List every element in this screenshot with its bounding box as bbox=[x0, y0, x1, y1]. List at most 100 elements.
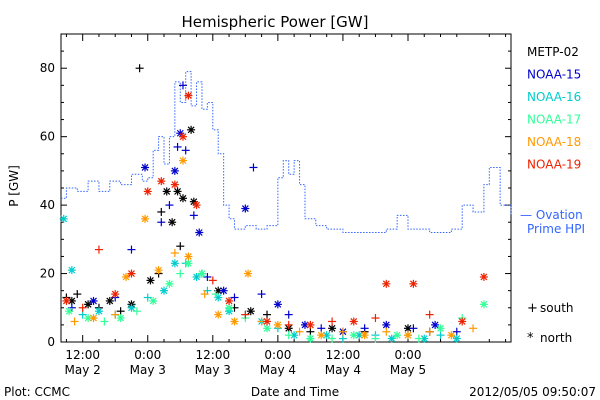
y-axis-label: P [GW] bbox=[7, 165, 21, 207]
marker-d2 bbox=[176, 129, 184, 137]
south-marker bbox=[317, 324, 326, 333]
north-marker bbox=[479, 272, 488, 281]
south-marker bbox=[94, 245, 103, 254]
marker-d2 bbox=[90, 314, 97, 322]
marker-d2 bbox=[225, 297, 233, 305]
marker-d2 bbox=[480, 300, 488, 308]
north-marker bbox=[62, 296, 71, 305]
marker-d2 bbox=[60, 215, 68, 223]
north-marker bbox=[479, 300, 488, 309]
marker-d2 bbox=[447, 331, 455, 339]
x-tick-label-time: 12:00 bbox=[65, 348, 100, 362]
legend-item: NOAA-17 bbox=[527, 113, 581, 127]
marker-d2 bbox=[328, 324, 336, 332]
south-marker bbox=[230, 293, 239, 302]
south-marker bbox=[414, 334, 423, 343]
south-marker bbox=[178, 81, 187, 90]
south-marker bbox=[73, 290, 82, 299]
x-tick-label-date: May 4 bbox=[325, 363, 361, 377]
north-marker bbox=[225, 296, 234, 305]
south-marker bbox=[176, 269, 185, 278]
x-axis-label: Date and Time bbox=[251, 385, 339, 399]
south-marker bbox=[157, 218, 166, 227]
marker-d2 bbox=[160, 287, 168, 295]
north-marker bbox=[382, 279, 391, 288]
north-marker bbox=[187, 125, 196, 134]
marker-d2 bbox=[214, 287, 222, 295]
south-marker bbox=[78, 303, 87, 312]
north-marker bbox=[322, 331, 331, 340]
south-marker bbox=[371, 314, 380, 323]
marker-d2 bbox=[480, 273, 488, 281]
marker-d2 bbox=[317, 331, 325, 339]
north-marker bbox=[162, 187, 171, 196]
marker-d2 bbox=[184, 259, 192, 267]
north-marker bbox=[263, 317, 272, 326]
marker-d2 bbox=[214, 311, 222, 319]
marker-d2 bbox=[437, 324, 444, 332]
marker-d2 bbox=[166, 280, 173, 288]
north-marker bbox=[184, 259, 193, 268]
south-marker bbox=[181, 146, 190, 155]
marker-d2 bbox=[179, 157, 187, 165]
south-marker bbox=[295, 327, 304, 336]
marker-d2 bbox=[163, 187, 171, 195]
north-marker bbox=[65, 307, 74, 316]
marker-d2 bbox=[168, 218, 176, 226]
north-marker bbox=[111, 290, 120, 299]
legend-item: NOAA-18 bbox=[527, 135, 581, 149]
marker-d2 bbox=[393, 331, 401, 339]
marker-d2 bbox=[111, 290, 119, 298]
north-marker bbox=[154, 266, 163, 275]
north-marker bbox=[67, 266, 76, 275]
marker-d2 bbox=[95, 307, 103, 315]
legend-marker-entry: + south bbox=[527, 301, 574, 316]
north-marker bbox=[184, 91, 193, 100]
north-marker bbox=[170, 259, 179, 268]
north-marker bbox=[146, 276, 155, 285]
north-marker bbox=[452, 334, 461, 343]
marker-d2 bbox=[350, 331, 358, 339]
marker-d2 bbox=[453, 335, 461, 343]
north-marker bbox=[393, 331, 402, 340]
marker-d2 bbox=[409, 280, 417, 288]
south-marker bbox=[409, 324, 418, 333]
north-marker bbox=[306, 334, 315, 343]
marker-d2 bbox=[404, 324, 412, 332]
marker-d2 bbox=[144, 187, 152, 195]
north-marker bbox=[409, 279, 418, 288]
x-tick-label-time: 0:00 bbox=[395, 348, 422, 362]
north-marker bbox=[141, 214, 150, 223]
chart-title: Hemispheric Power [GW] bbox=[182, 13, 369, 31]
north-marker bbox=[382, 320, 391, 329]
x-tick-label-date: May 5 bbox=[390, 363, 426, 377]
north-marker bbox=[127, 303, 136, 312]
marker-d2 bbox=[231, 318, 238, 325]
south-marker bbox=[189, 211, 198, 220]
north-marker bbox=[173, 187, 182, 196]
south-marker bbox=[132, 307, 141, 316]
marker-d2 bbox=[458, 318, 466, 325]
south-marker bbox=[200, 290, 209, 299]
north-marker bbox=[178, 132, 187, 141]
marker-d2 bbox=[301, 321, 309, 329]
south-marker bbox=[116, 307, 125, 316]
north-marker bbox=[197, 269, 206, 278]
marker-d2 bbox=[225, 304, 233, 312]
marker-d2 bbox=[195, 229, 203, 236]
marker-d2 bbox=[171, 259, 179, 267]
legend: METP-02 NOAA-15 NOAA-16 NOAA-17 NOAA-18 NOAA-… bbox=[520, 45, 585, 346]
marker-d2 bbox=[290, 331, 298, 339]
south-marker bbox=[208, 276, 217, 285]
marker-d2 bbox=[187, 126, 195, 134]
marker-d2 bbox=[141, 164, 149, 171]
south-marker bbox=[170, 249, 179, 258]
marker-d2 bbox=[306, 321, 314, 329]
marker-d2 bbox=[404, 331, 412, 339]
north-marker bbox=[84, 300, 93, 309]
south-marker bbox=[382, 327, 391, 336]
marker-d2 bbox=[122, 273, 130, 281]
north-marker bbox=[219, 286, 228, 295]
south-marker bbox=[371, 334, 380, 343]
south-marker bbox=[157, 207, 166, 216]
